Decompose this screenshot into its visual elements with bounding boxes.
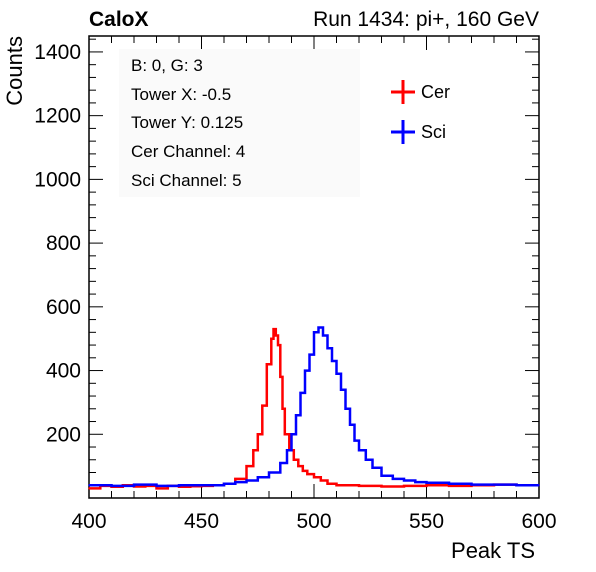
series-cer-point: [279, 376, 282, 378]
info-line-3: Tower Y: 0.125: [131, 113, 243, 132]
series-sci-point: [448, 482, 450, 485]
series-cer-point: [358, 485, 360, 487]
y-tick-label: 1400: [34, 41, 81, 64]
series-sci-point: [308, 353, 311, 356]
y-tick-label: 200: [46, 423, 81, 446]
series-cer-point: [265, 363, 268, 365]
series-sci-point: [245, 479, 248, 482]
x-tick-label: 600: [521, 510, 556, 533]
series-cer-point: [319, 479, 322, 482]
series-sci-point: [470, 483, 473, 486]
info-line-2: Tower X: -0.5: [131, 85, 231, 104]
series-cer-point: [245, 465, 248, 467]
series-cer-point: [155, 487, 158, 490]
x-tick-label: 550: [409, 510, 444, 533]
info-box-background: [119, 49, 360, 197]
y-tick-label: 600: [46, 296, 81, 319]
series-sci-point: [286, 449, 288, 452]
series-cer-point: [301, 470, 304, 472]
series-sci-point: [344, 407, 347, 410]
series-sci-point: [364, 458, 367, 461]
series-sci-point: [223, 482, 225, 485]
series-cer-point: [88, 487, 90, 490]
series-sci-point: [304, 369, 306, 372]
series-sci-point: [538, 484, 540, 487]
chart-header-left: CaloX: [89, 8, 149, 31]
series-sci-point: [322, 334, 324, 337]
series-sci-point: [268, 471, 270, 474]
series-cer-point: [252, 449, 255, 452]
series-cer-point: [306, 473, 309, 475]
info-line-5: Sci Channel: 5: [131, 171, 242, 190]
y-tick-label: 400: [46, 360, 81, 383]
series-sci-point: [515, 484, 518, 487]
series-cer-point: [234, 478, 237, 480]
series-cer-point: [270, 337, 273, 340]
series-sci-point: [299, 392, 302, 394]
series-cer-point: [256, 433, 259, 436]
series-sci-point: [340, 388, 342, 391]
series-sci-point: [234, 481, 237, 483]
series-sci-point: [353, 439, 356, 442]
y-tick-label: 1000: [34, 168, 81, 191]
x-tick-label: 450: [184, 510, 219, 533]
series-sci-point: [391, 478, 394, 480]
series-cer-point: [283, 433, 286, 436]
series-cer-point: [326, 482, 329, 485]
series-cer-point: [313, 476, 315, 479]
series-cer-point: [261, 404, 264, 407]
series-sci-point: [380, 474, 383, 477]
series-sci-point: [279, 462, 282, 464]
series-sci-point: [155, 485, 158, 487]
x-tick-label: 400: [71, 510, 106, 533]
x-tick-label: 500: [296, 510, 331, 533]
series-sci-point: [133, 483, 135, 486]
info-line-4: Cer Channel: 4: [131, 142, 245, 161]
series-sci-point: [493, 483, 495, 486]
series-sci-point: [425, 481, 428, 484]
series-cer-point: [403, 485, 405, 487]
series-cer-point: [281, 407, 284, 410]
y-tick-label: 800: [46, 232, 81, 255]
series-sci-point: [331, 360, 333, 362]
series-cer-point: [297, 465, 300, 467]
series-cer-point: [335, 484, 338, 487]
series-sci-point: [326, 347, 329, 350]
series-cer-point: [272, 328, 275, 330]
series-sci-point: [313, 331, 315, 334]
info-box: B: 0, G: 3 Tower X: -0.5 Tower Y: 0.125 …: [119, 49, 360, 197]
series-sci-line: [89, 326, 539, 488]
series-cer-point: [380, 485, 383, 488]
series-cer-point: [274, 334, 277, 337]
legend-sci-label: Sci: [421, 122, 446, 142]
legend: Cer Sci: [391, 80, 450, 144]
series-sci-point: [349, 423, 351, 426]
series-cer-point: [292, 458, 295, 461]
chart-header-right: Run 1434: pi+, 160 GeV: [313, 8, 539, 31]
series-sci-point: [295, 414, 297, 416]
series-sci-point: [317, 326, 320, 329]
series-sci-point: [200, 484, 203, 487]
series-sci-point: [178, 484, 180, 487]
x-axis-label: Peak TS: [451, 538, 535, 563]
series-sci-point: [110, 485, 113, 487]
series-cer-point: [425, 484, 428, 487]
series-sci-point: [290, 433, 293, 436]
series-sci-point: [256, 476, 259, 479]
series-sci-point: [335, 372, 338, 375]
series-sci-point: [403, 479, 405, 482]
series-cer-point: [448, 485, 450, 487]
series-sci-point: [414, 481, 417, 483]
y-axis-label: Counts: [2, 36, 27, 106]
legend-cer-label: Cer: [421, 82, 450, 102]
series-sci-point: [358, 449, 360, 452]
plot-area: 400 450 500 550 600 200 400 600 800 1000 1200 1400: [34, 35, 557, 533]
y-tick-label: 1200: [34, 105, 81, 128]
info-line-1: B: 0, G: 3: [131, 56, 203, 75]
series-cer-point: [277, 344, 279, 346]
series-sci-point: [371, 466, 374, 469]
series-sci-point: [88, 484, 90, 487]
